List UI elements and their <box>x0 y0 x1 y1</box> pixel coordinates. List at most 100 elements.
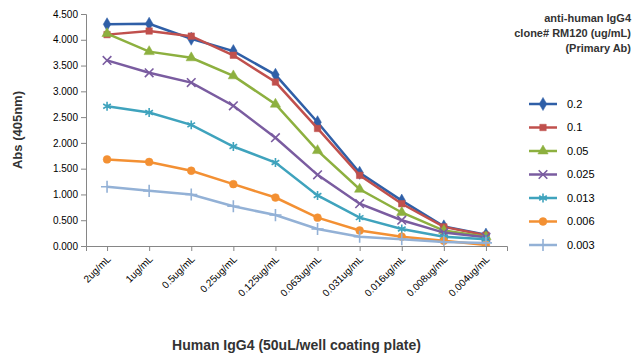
series-marker <box>399 200 405 206</box>
x-tick: 1ug/mL <box>123 246 155 285</box>
y-tick: 4.500 <box>53 9 86 20</box>
series-marker <box>228 70 238 79</box>
series-marker <box>143 185 155 197</box>
legend-entry: 0.013 <box>529 192 595 204</box>
series-marker <box>313 171 322 180</box>
series <box>103 56 491 241</box>
plot-area: 0.000 0.500 1.000 1.500 2.000 2.500 3.000 3.500… <box>53 9 508 299</box>
x-tick-mark <box>191 246 192 251</box>
x-tick: 0.008ug/mL <box>404 246 449 299</box>
x-tick: 0.25ug/mL <box>198 246 240 295</box>
y-tick: 4.000 <box>53 34 86 45</box>
series-marker <box>271 133 280 142</box>
series-marker <box>354 231 366 243</box>
series-marker <box>144 46 154 55</box>
y-axis-line <box>81 15 87 247</box>
y-tick-mark <box>81 14 86 15</box>
y-tick-mark <box>81 220 86 221</box>
y-tick-label: 0.000 <box>53 241 78 252</box>
x-axis: 2ug/mL1ug/mL0.5ug/mL0.25ug/mL0.125ug/mL0… <box>81 246 507 299</box>
y-tick-label: 2.500 <box>53 112 78 123</box>
x-tick: 0.5ug/mL <box>160 246 198 291</box>
legend-title: clone# RM120 (ug/mL) <box>514 27 631 39</box>
x-tick-mark <box>233 246 234 251</box>
y-tick: 2.500 <box>53 112 86 123</box>
legend-entry: 0.006 <box>529 215 595 227</box>
y-tick-label: 0.500 <box>53 215 78 226</box>
series-marker <box>397 207 407 216</box>
series-marker <box>103 155 111 163</box>
series-marker <box>438 236 450 246</box>
y-tick-label: 3.000 <box>53 86 78 97</box>
legend-marker <box>540 124 546 130</box>
series-marker <box>354 183 364 192</box>
series-marker <box>230 45 238 58</box>
y-tick: 1.000 <box>53 189 86 200</box>
y-tick-label: 3.500 <box>53 60 78 71</box>
series-marker <box>356 213 364 222</box>
y-tick: 0.000 <box>53 241 86 252</box>
series-marker <box>102 28 112 37</box>
legend-marker <box>539 194 547 203</box>
legend-label: 0.05 <box>567 145 588 157</box>
x-tick-label: 0.125ug/mL <box>236 253 281 298</box>
x-tick-mark <box>444 246 445 251</box>
series-marker <box>145 68 154 77</box>
y-tick-mark <box>81 117 86 118</box>
x-tick-label: 0.25ug/mL <box>198 253 240 295</box>
y-tick: 1.500 <box>53 163 86 174</box>
series <box>101 181 492 246</box>
series-line <box>107 106 486 239</box>
x-tick-mark <box>318 246 319 251</box>
series-marker <box>146 28 152 34</box>
series-marker <box>103 102 111 111</box>
y-tick-mark <box>81 91 86 92</box>
x-tick-label: 1ug/mL <box>123 253 155 285</box>
series-marker <box>145 108 153 117</box>
x-tick-label: 0.063ug/mL <box>278 253 323 298</box>
series-marker <box>272 158 280 167</box>
series-marker <box>270 98 280 107</box>
x-tick-mark <box>486 246 487 251</box>
y-tick-label: 4.000 <box>53 34 78 45</box>
y-tick: 0.500 <box>53 215 86 226</box>
series-marker <box>101 181 113 193</box>
y-tick-label: 1.000 <box>53 189 78 200</box>
series-marker <box>355 199 364 208</box>
legend-label: 0.003 <box>567 239 595 251</box>
series-line <box>107 187 486 243</box>
series-marker <box>186 52 196 61</box>
series-marker <box>229 101 238 110</box>
series-marker <box>230 52 236 58</box>
series-marker <box>314 191 322 200</box>
y-tick-label: 2.000 <box>53 138 78 149</box>
series-marker <box>229 180 237 188</box>
y-tick-label: 4.500 <box>53 9 78 20</box>
series-marker <box>397 216 406 225</box>
series-line <box>107 159 486 245</box>
series-marker <box>187 78 196 87</box>
series-marker <box>480 237 492 246</box>
x-tick: 0.004ug/mL <box>447 246 492 299</box>
legend-title: (Primary Ab) <box>565 42 631 54</box>
series <box>103 155 490 246</box>
x-axis-line <box>87 247 508 252</box>
x-tick-mark <box>275 246 276 251</box>
x-tick: 0.031ug/mL <box>320 246 365 299</box>
series-marker <box>398 194 406 207</box>
series-marker <box>356 166 364 179</box>
legend-marker <box>539 170 548 179</box>
legend-label: 0.013 <box>567 192 595 204</box>
series-marker <box>269 209 281 221</box>
legend-marker <box>539 97 547 110</box>
x-tick-mark <box>360 246 361 251</box>
legend-label: 0.006 <box>567 215 595 227</box>
x-tick-mark <box>149 246 150 251</box>
legend-entry: 0.1 <box>529 121 582 133</box>
x-tick-label: 0.004ug/mL <box>447 253 492 298</box>
series-marker <box>312 145 322 154</box>
series-marker <box>230 142 238 151</box>
y-axis-title: Abs (405nm) <box>10 91 25 169</box>
series-marker <box>187 167 195 175</box>
series-marker <box>272 194 280 202</box>
